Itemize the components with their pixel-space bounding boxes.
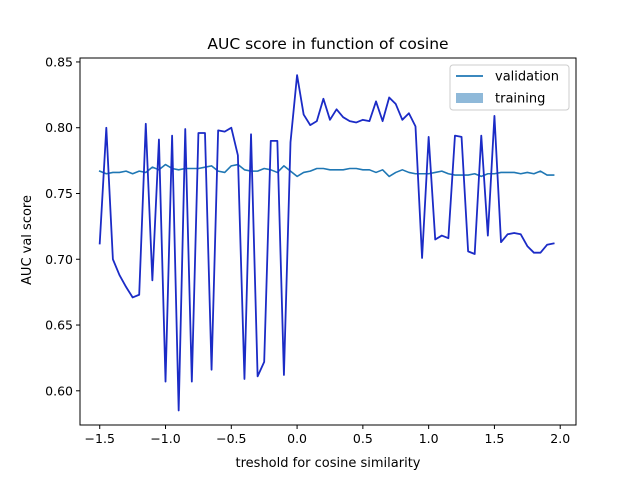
x-axis-label: treshold for cosine similarity <box>236 456 421 471</box>
chart-title: AUC score in function of cosine <box>207 35 448 53</box>
y-tick-label: 0.60 <box>45 383 73 398</box>
x-tick-label: 1.0 <box>419 431 439 446</box>
plot-area <box>79 57 577 426</box>
y-tick-label: 0.70 <box>45 252 73 267</box>
y-tick-label: 0.85 <box>45 54 73 69</box>
axes-frame <box>79 57 577 426</box>
x-tick-label: 2.0 <box>550 431 570 446</box>
y-axis: 0.60 0.65 0.70 0.75 0.80 0.85 <box>45 54 80 398</box>
legend-patch-swatch <box>456 93 483 103</box>
x-tick-label: 1.5 <box>484 431 504 446</box>
x-tick-label: −1.5 <box>85 431 115 446</box>
x-tick-label: −1.0 <box>150 431 180 446</box>
x-axis: −1.5 −1.0 −0.5 0.0 0.5 1.0 1.5 2.0 <box>85 425 570 446</box>
x-tick-label: 0.0 <box>287 431 307 446</box>
legend-label: validation <box>495 70 559 85</box>
series-line-2 <box>98 74 555 412</box>
x-tick-label: −0.5 <box>216 431 246 446</box>
series-line-1 <box>98 163 555 178</box>
x-tick-label: 0.5 <box>353 431 373 446</box>
y-axis-label: AUC val score <box>20 195 35 285</box>
legend-label: training <box>495 92 545 107</box>
legend: validation training <box>449 64 570 111</box>
y-tick-label: 0.75 <box>45 186 73 201</box>
y-tick-label: 0.80 <box>45 120 73 135</box>
y-tick-label: 0.65 <box>45 318 73 333</box>
